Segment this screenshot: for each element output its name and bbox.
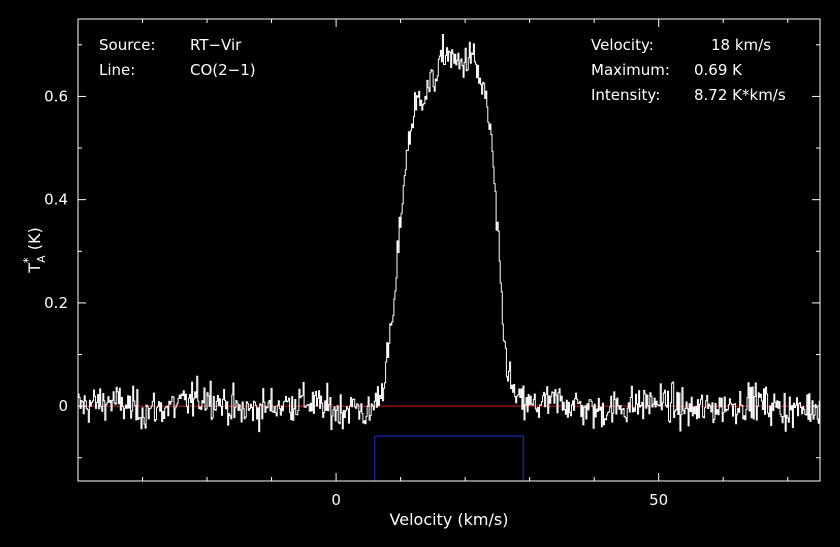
y-axis-title: TA* (K) (21, 227, 48, 273)
velocity-window (374, 435, 524, 482)
velocity-label: Velocity: (591, 36, 654, 54)
svg-text:TA* (K): TA* (K) (21, 227, 48, 273)
tick-layer: 0 50 0 0.2 0.4 0.6 (44, 19, 820, 509)
y-tick-label: 0.6 (44, 87, 68, 105)
intensity-label: Intensity: (591, 86, 660, 104)
y-tick-label: 0 (58, 397, 68, 415)
line-label: Line: (99, 61, 135, 79)
y-tick-label: 0.4 (44, 191, 68, 209)
maximum-value: 0.69 K (694, 61, 743, 79)
y-tick-label: 0.2 (44, 294, 68, 312)
spectrum-series-0 (78, 34, 820, 433)
maximum-label: Maximum: (591, 61, 670, 79)
velocity-value: 18 km/s (711, 36, 771, 54)
plot-frame (77, 18, 821, 482)
source-value: RT−Vir (190, 36, 242, 54)
intensity-value: 8.72 K*km/s (694, 86, 786, 104)
source-label: Source: (99, 36, 156, 54)
x-tick-label: 0 (331, 491, 341, 509)
line-value: CO(2−1) (190, 61, 256, 79)
x-tick-label: 50 (649, 491, 668, 509)
x-axis-title: Velocity (km/s) (390, 510, 509, 529)
